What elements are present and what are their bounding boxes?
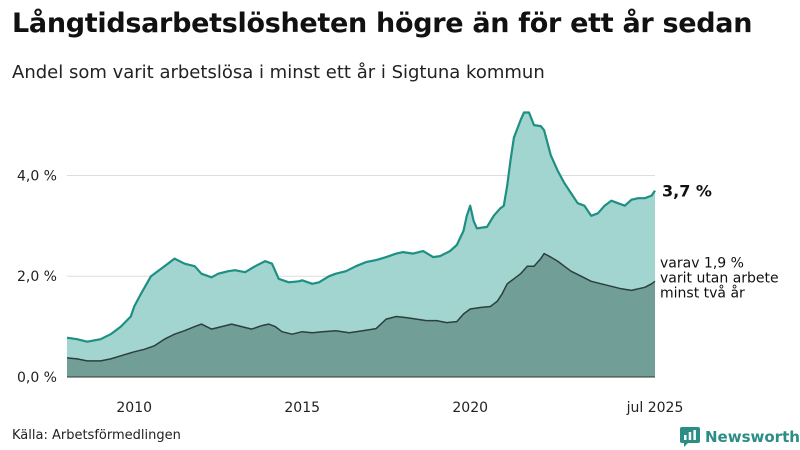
long-term-series-area bbox=[67, 253, 655, 377]
newsworthy-icon bbox=[680, 427, 700, 447]
y-tick-label: 2,0 % bbox=[17, 269, 57, 285]
long-term-end-label: varav 1,9 % varit utan arbete minst två … bbox=[660, 255, 783, 301]
brand-logo: Newsworthy bbox=[680, 426, 800, 448]
x-tick-label: 2020 bbox=[452, 400, 488, 416]
y-tick-label: 4,0 % bbox=[17, 168, 57, 184]
y-tick-labels: 0,0 % 2,0 % 4,0 % bbox=[17, 168, 57, 386]
brand-name: Newsworthy bbox=[705, 428, 800, 446]
x-tick-label: 2015 bbox=[284, 400, 320, 416]
total-end-label: 3,7 % bbox=[662, 182, 712, 201]
long-term-end-label-line: varav 1,9 % bbox=[660, 255, 744, 271]
total-series-line bbox=[66, 111, 656, 343]
long-term-end-label-line: varit utan arbete bbox=[660, 270, 779, 286]
chart-title: Långtidsarbetslösheten högre än för ett … bbox=[12, 8, 753, 39]
long-term-end-label-line: minst två år bbox=[660, 284, 745, 301]
source-note: Källa: Arbetsförmedlingen bbox=[12, 428, 181, 443]
y-tick-label: 0,0 % bbox=[17, 370, 57, 386]
chart-subtitle: Andel som varit arbetslösa i minst ett å… bbox=[12, 62, 545, 83]
x-tick-label: jul 2025 bbox=[626, 400, 684, 416]
x-tick-labels: 2010 2015 2020 jul 2025 bbox=[116, 400, 683, 416]
long-term-series-line bbox=[66, 252, 656, 362]
x-tick-label: 2010 bbox=[116, 400, 152, 416]
